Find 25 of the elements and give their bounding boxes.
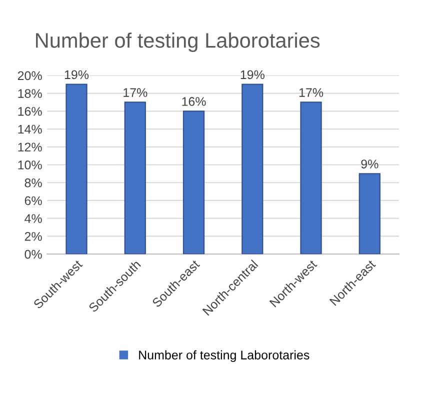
data-label: 17% — [299, 88, 324, 97]
y-tick-label: 10% — [18, 160, 42, 170]
y-tick-label: 2% — [24, 232, 42, 241]
y-tick-label: 8% — [24, 178, 42, 188]
data-label: 9% — [361, 160, 378, 168]
data-label: 19% — [240, 70, 264, 80]
y-tick-label: 20% — [18, 71, 42, 80]
y-tick-label: 16% — [18, 106, 42, 116]
y-tick-label: 18% — [18, 89, 42, 98]
bar — [358, 173, 380, 254]
chart-title: Number of testing Laborotaries — [36, 32, 320, 52]
bar — [124, 102, 146, 254]
y-tick-label: 12% — [18, 142, 42, 152]
y-tick-label: 6% — [24, 196, 42, 206]
data-label: 17% — [124, 88, 148, 97]
data-label: 19% — [64, 70, 89, 80]
bar — [66, 84, 88, 254]
y-tick-label: 0% — [24, 250, 42, 259]
bar — [300, 102, 322, 254]
y-tick-label: 14% — [18, 124, 42, 134]
data-label: 16% — [182, 97, 206, 106]
bar — [242, 84, 264, 254]
bar — [182, 110, 205, 254]
y-tick-label: 4% — [24, 214, 42, 223]
legend-label: Number of testing Laborotaries — [139, 350, 310, 362]
